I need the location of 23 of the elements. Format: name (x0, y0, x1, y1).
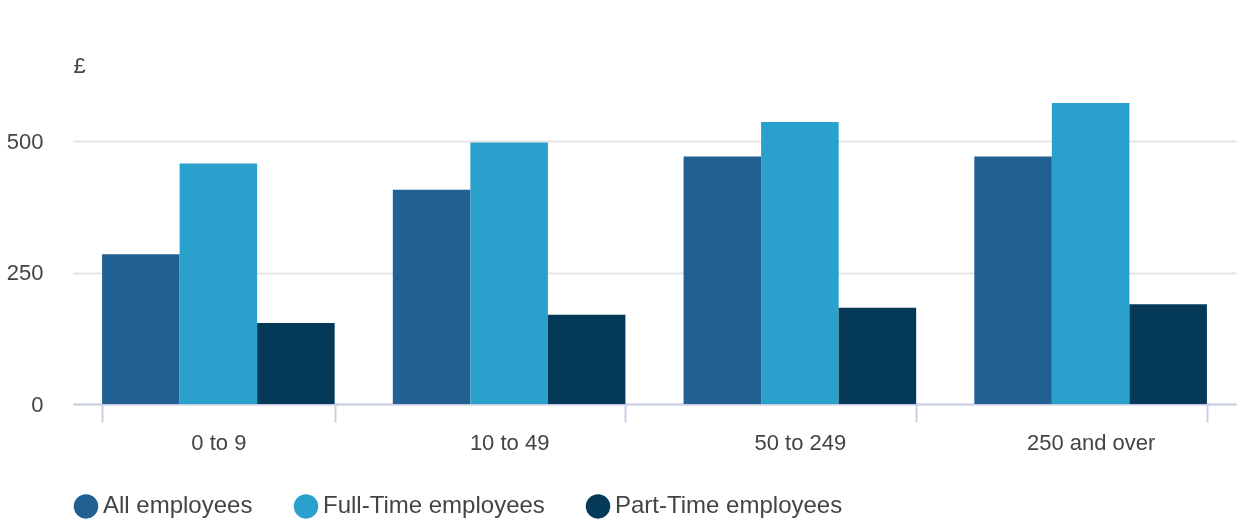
y-tick-label: 250 (6, 260, 44, 286)
x-tick-label: 250 and over (1026, 429, 1156, 455)
bar (683, 156, 762, 404)
x-tick-label: 0 to 9 (191, 429, 247, 455)
y-tick-label: 0 (31, 391, 44, 417)
x-tick-label: 50 to 249 (754, 429, 847, 455)
bar (470, 142, 548, 404)
bar (392, 189, 471, 404)
bar (547, 314, 626, 404)
legend-label: All employees (103, 491, 253, 519)
y-tick-label: 500 (6, 128, 44, 154)
y-axis-title: £ (73, 52, 86, 78)
legend-label: Part-Time employees (615, 491, 843, 519)
x-tick-label: 10 to 49 (469, 429, 550, 455)
bar (1129, 304, 1207, 404)
bar (257, 323, 335, 404)
bar (1051, 103, 1130, 404)
bar (179, 163, 258, 404)
bar (102, 254, 180, 404)
bar (974, 156, 1052, 404)
bar (838, 307, 917, 404)
bar (761, 121, 839, 404)
legend-label: Full-Time employees (323, 491, 545, 519)
